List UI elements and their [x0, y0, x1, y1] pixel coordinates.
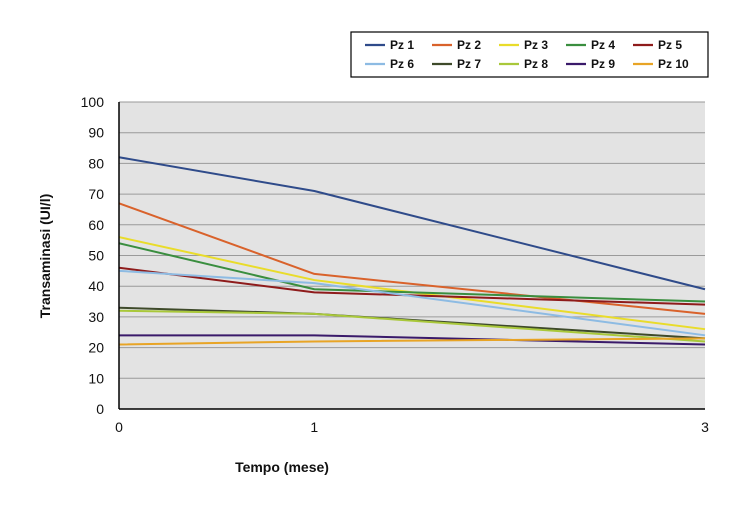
y-tick-label: 10 — [88, 370, 104, 386]
series-line-pz-1 — [118, 156, 706, 291]
x-tick-label: 1 — [310, 419, 318, 435]
y-tick-label: 50 — [88, 248, 104, 264]
x-axis-title: Tempo (mese) — [235, 459, 329, 475]
y-tick-label: 70 — [88, 186, 104, 202]
series-line-pz-5 — [118, 266, 706, 306]
y-tick-label: 30 — [88, 309, 104, 325]
legend-label-pz-8: Pz 8 — [524, 57, 548, 71]
x-tick-label: 3 — [701, 419, 709, 435]
legend-label-pz-5: Pz 5 — [658, 38, 682, 52]
y-tick-labels: 0 10 20 30 40 50 60 70 80 90 100 — [81, 94, 105, 417]
legend-box — [350, 31, 709, 78]
series-lines — [118, 156, 706, 346]
series-line-pz-4 — [118, 242, 706, 303]
y-tick-label: 0 — [96, 401, 104, 417]
y-tick-label: 100 — [81, 94, 105, 110]
legend-label-pz-2: Pz 2 — [457, 38, 481, 52]
legend: Pz 1 Pz 2 Pz 3 Pz 4 Pz 5 Pz 6 Pz 7 Pz 8 Pz 9 Pz 1… — [350, 31, 709, 78]
y-tick-label: 20 — [88, 340, 104, 356]
x-tick-labels: 0 1 3 — [115, 419, 709, 435]
series-line-pz-8 — [118, 309, 706, 343]
series-line-pz-9 — [119, 334, 706, 346]
legend-label-pz-6: Pz 6 — [390, 57, 414, 71]
legend-label-pz-7: Pz 7 — [457, 57, 481, 71]
legend-label-pz-3: Pz 3 — [524, 38, 548, 52]
legend-label-pz-4: Pz 4 — [591, 38, 615, 52]
y-tick-label: 60 — [88, 217, 104, 233]
legend-label-pz-10: Pz 10 — [658, 57, 689, 71]
y-axis-title: Transaminasi (UI/l) — [37, 194, 53, 318]
legend-label-pz-9: Pz 9 — [591, 57, 615, 71]
legend-label-pz-1: Pz 1 — [390, 38, 414, 52]
x-tick-label: 0 — [115, 419, 123, 435]
series-line-pz-6 — [118, 269, 706, 337]
series-line-pz-10 — [118, 337, 706, 346]
y-tick-label: 80 — [88, 155, 104, 171]
series-line-pz-3 — [118, 236, 706, 331]
y-tick-label: 40 — [88, 278, 104, 294]
y-tick-label: 90 — [88, 125, 104, 141]
